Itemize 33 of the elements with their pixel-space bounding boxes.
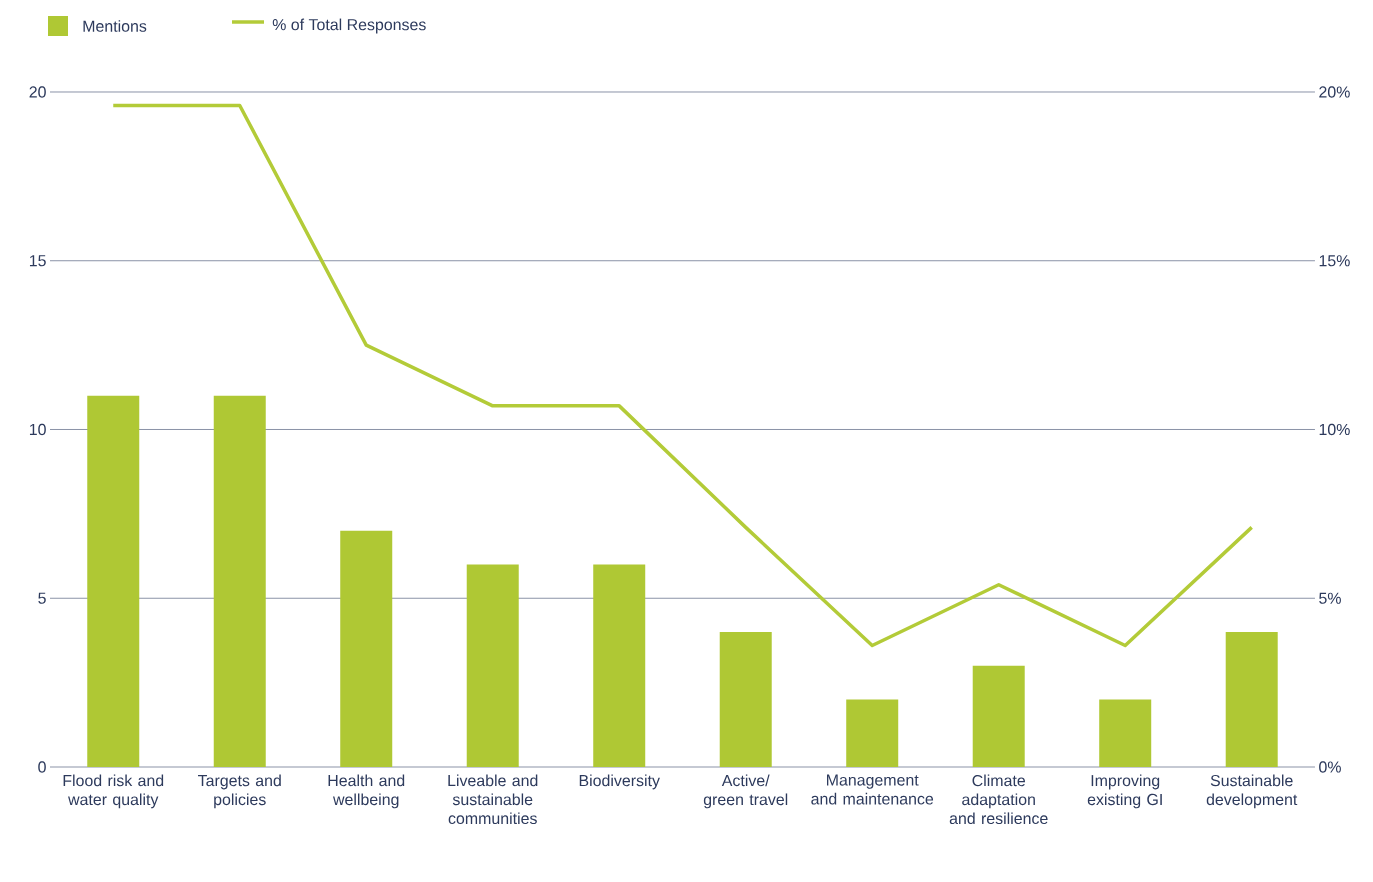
- x-tick-label: Targets and policies: [198, 774, 281, 809]
- bar: [1099, 699, 1152, 767]
- bar: [1225, 632, 1278, 767]
- x-tick-label: Sustainable development: [1206, 774, 1298, 809]
- x-tick-label: Management and maintenance: [811, 774, 934, 805]
- y2-tick-label: 15%: [1319, 255, 1350, 267]
- y2-tick-label: 10%: [1319, 423, 1350, 436]
- x-tick-label: Liveable and sustainable communities: [448, 774, 538, 825]
- bar: [87, 395, 140, 767]
- x-tick-label: Climate adaptation and resilience: [949, 774, 1048, 825]
- x-tick-label: Biodiversity: [579, 774, 660, 790]
- x-tick-label: Flood risk and water quality: [63, 774, 164, 809]
- bar: [972, 665, 1025, 767]
- x-tick-label: Active/ green travel: [703, 774, 788, 809]
- y-tick-label: 10: [29, 423, 46, 436]
- y-tick-label: 15: [29, 255, 46, 267]
- bar: [466, 564, 519, 767]
- y-tick-label: 0: [38, 761, 46, 773]
- bar: [846, 699, 899, 767]
- bar: [719, 632, 772, 767]
- bar: [593, 564, 646, 767]
- legend-label: Mentions: [83, 20, 147, 32]
- y-tick-label: 20: [29, 86, 46, 98]
- legend-label: % of Total Responses: [272, 18, 426, 34]
- bar: [213, 395, 266, 767]
- x-tick-label: Health and wellbeing: [328, 774, 405, 809]
- bar: [340, 530, 393, 767]
- y2-tick-label: 20%: [1319, 86, 1350, 98]
- line-series: [111, 103, 1254, 648]
- y2-tick-label: 5%: [1319, 592, 1341, 604]
- y2-tick-label: 0%: [1319, 761, 1341, 773]
- x-tick-label: Improving existing GI: [1087, 774, 1162, 809]
- y-tick-label: 5: [38, 592, 46, 604]
